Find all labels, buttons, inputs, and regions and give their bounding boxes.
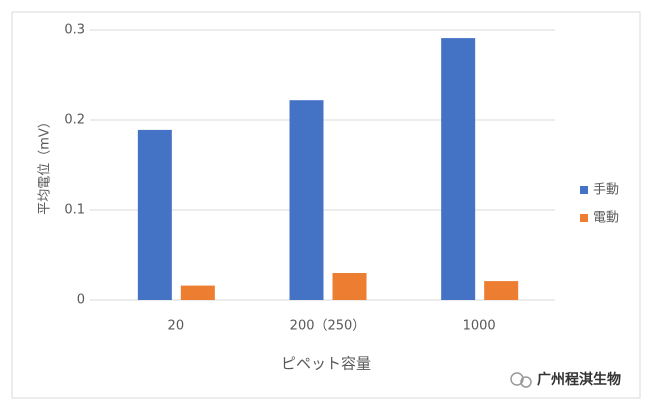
x-tick-label: 20 (168, 319, 185, 334)
bar (289, 100, 324, 300)
bar (137, 129, 172, 300)
legend-swatch (580, 186, 588, 194)
y-tick-label: 0.3 (64, 23, 85, 38)
bar (484, 281, 519, 300)
chart-frame (11, 11, 641, 399)
watermark: 广州程淇生物 (537, 371, 621, 388)
y-tick-label: 0.1 (64, 203, 85, 218)
legend-label: 手動 (593, 183, 619, 198)
bar (332, 273, 367, 300)
legend-label: 電動 (593, 211, 619, 226)
y-tick-label: 0.2 (64, 113, 85, 128)
x-tick-label: 1000 (463, 319, 496, 334)
bar (441, 38, 476, 300)
x-tick-label: 200（250） (290, 319, 366, 334)
y-tick-label: 0 (77, 293, 85, 308)
y-axis-title: 平均電位（mV） (38, 115, 53, 215)
x-axis-title: ピペット容量 (281, 355, 371, 373)
watermark-icon (510, 372, 532, 388)
legend-swatch (580, 214, 588, 222)
bar (180, 285, 215, 300)
